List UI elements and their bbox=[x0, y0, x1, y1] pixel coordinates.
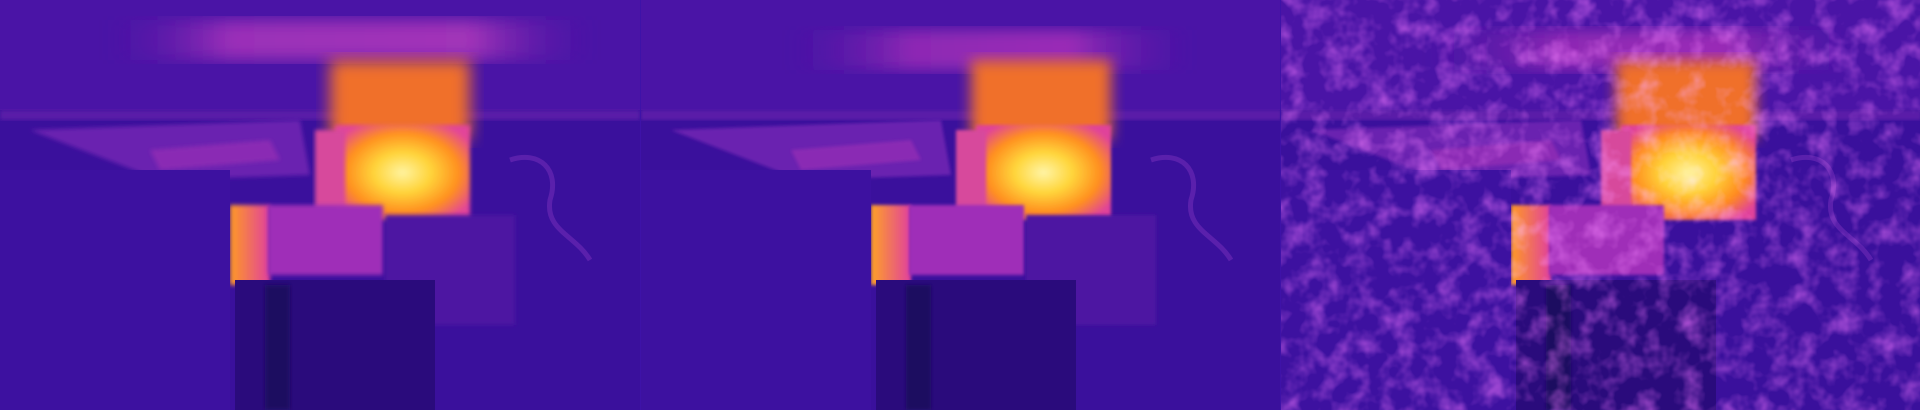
warm-lower-panel bbox=[909, 205, 1024, 275]
hot-object bbox=[976, 125, 1111, 220]
hot-object-edge bbox=[315, 130, 345, 210]
warm-lower-panel bbox=[268, 205, 383, 275]
table-leg bbox=[906, 285, 931, 410]
appliance-detail bbox=[791, 140, 921, 170]
right-pipe bbox=[1150, 154, 1234, 262]
shelf-edge bbox=[641, 110, 1280, 120]
appliance-detail bbox=[150, 140, 280, 170]
sensor-noise-overlay bbox=[1281, 0, 1920, 410]
thermal-panel-2 bbox=[640, 0, 1280, 410]
left-cabinet bbox=[641, 170, 871, 410]
thermal-panel-3 bbox=[1280, 0, 1920, 410]
thermal-scene-1 bbox=[0, 0, 640, 410]
ceiling-heat-band bbox=[110, 20, 590, 60]
warm-side-panel bbox=[230, 205, 270, 285]
thermal-scene-2 bbox=[641, 0, 1280, 410]
hot-object-edge bbox=[956, 130, 986, 210]
warm-side-panel bbox=[871, 205, 911, 285]
right-pipe bbox=[509, 154, 593, 262]
thermal-panel-1 bbox=[0, 0, 640, 410]
left-cabinet bbox=[0, 170, 230, 410]
thermal-scene-3 bbox=[1281, 0, 1920, 410]
shelf-edge bbox=[0, 110, 640, 120]
hot-object bbox=[335, 125, 470, 220]
table-leg bbox=[265, 285, 290, 410]
